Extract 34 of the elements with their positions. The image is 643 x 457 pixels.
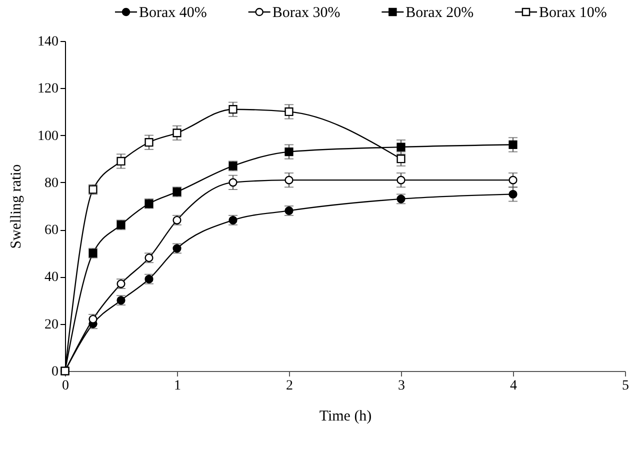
point bbox=[228, 178, 238, 187]
x-tick-label: 1 bbox=[174, 378, 181, 394]
point bbox=[508, 176, 518, 184]
point bbox=[284, 176, 294, 184]
legend-label: Borax 20% bbox=[406, 5, 474, 21]
point bbox=[508, 190, 518, 199]
legend-label: Borax 10% bbox=[539, 5, 607, 21]
legend-label: Borax 40% bbox=[139, 5, 207, 21]
point bbox=[284, 147, 294, 156]
x-tick-label: 4 bbox=[510, 378, 517, 394]
x-tick-label: 3 bbox=[398, 378, 405, 394]
point bbox=[396, 154, 406, 164]
point bbox=[284, 107, 294, 116]
y-tick-label: 80 bbox=[44, 176, 58, 191]
y-axis-title: Swelling ratio bbox=[8, 164, 24, 249]
point bbox=[228, 105, 238, 114]
point bbox=[396, 142, 406, 152]
y-tick-label: 20 bbox=[44, 317, 58, 332]
y-tick-label: 120 bbox=[38, 82, 58, 97]
x-tick-label: 2 bbox=[286, 378, 293, 394]
point bbox=[396, 176, 406, 184]
point bbox=[144, 138, 154, 147]
x-tick-label: 5 bbox=[622, 378, 629, 394]
point bbox=[116, 156, 126, 166]
x-tick-label: 0 bbox=[62, 378, 69, 394]
y-tick-label: 0 bbox=[52, 364, 58, 380]
x-axis-title: Time (h) bbox=[319, 408, 372, 424]
legend-label: Borax 30% bbox=[272, 5, 340, 21]
y-tick-label: 140 bbox=[38, 34, 58, 50]
y-tick-label: 100 bbox=[38, 128, 58, 144]
y-tick-label: 60 bbox=[44, 223, 58, 238]
point bbox=[172, 128, 182, 138]
y-tick-label: 40 bbox=[44, 270, 58, 286]
point bbox=[508, 140, 518, 150]
